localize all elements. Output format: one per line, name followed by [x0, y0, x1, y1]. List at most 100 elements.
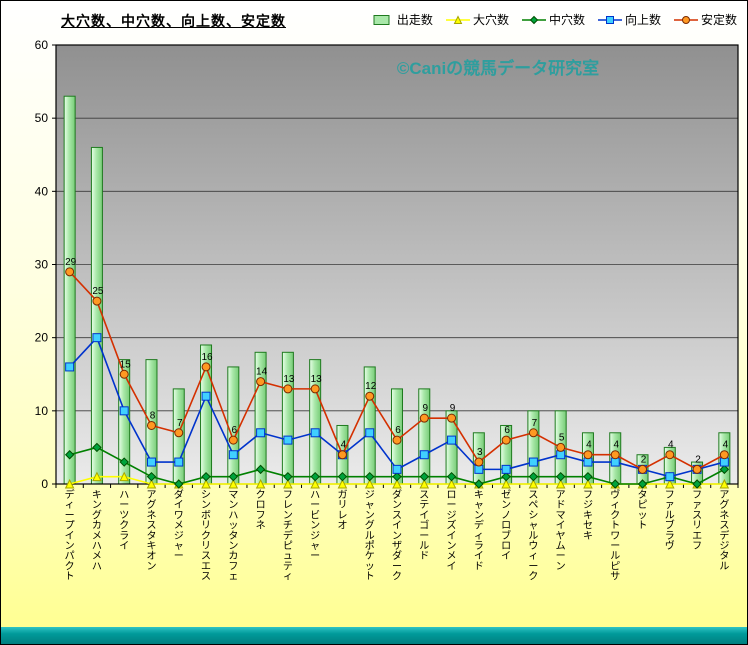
x-axis-label: フレンチデピュティ: [283, 490, 293, 583]
x-axis-label: アグネスタキオン: [146, 490, 156, 572]
x-axis-label: ヴィクトワールピサ: [610, 488, 620, 583]
marker-diamond: [692, 479, 702, 489]
legend-item-向上数: 向上数: [597, 11, 661, 28]
marker-diamond: [174, 479, 184, 489]
marker-diamond: [528, 471, 539, 482]
x-axis-label: ガリレオ: [337, 489, 347, 532]
marker-square: [719, 457, 729, 467]
marker-circle: [146, 420, 156, 430]
marker-square: [146, 457, 156, 467]
marker-circle: [119, 369, 129, 379]
legend-item-安定数: 安定数: [673, 11, 737, 28]
marker-circle: [65, 267, 75, 277]
marker-triangle: [228, 478, 239, 489]
bar: [63, 95, 76, 485]
data-label: 25: [92, 286, 104, 297]
marker-triangle: [255, 478, 266, 489]
marker-circle: [692, 464, 702, 474]
data-label: 6: [232, 425, 238, 436]
x-axis-label: シンボリクリスエス: [201, 490, 211, 583]
data-label: 7: [532, 418, 538, 429]
data-label: 3: [477, 447, 483, 458]
marker-circle: [528, 428, 538, 438]
legend-marker-bar-icon: [373, 14, 390, 25]
legend-item-大穴数: 大穴数: [445, 11, 509, 28]
legend-label: 出走数: [396, 13, 433, 27]
data-label: 8: [150, 410, 156, 421]
data-label: 4: [668, 440, 674, 451]
marker-circle: [610, 450, 620, 460]
legend-marker-circle-icon: [673, 15, 698, 24]
x-axis-label: クロフネ: [256, 489, 266, 532]
data-label: 2: [641, 454, 647, 465]
marker-circle: [681, 15, 690, 24]
marker-triangle: [92, 471, 102, 482]
x-axis-label: タピット: [638, 489, 648, 532]
bar: [281, 351, 294, 485]
marker-square: [201, 391, 211, 401]
x-axis-label: ダイワメジャー: [174, 488, 184, 562]
x-axis-label: ゼンノロブロイ: [501, 489, 511, 562]
marker-triangle: [501, 478, 511, 489]
marker-square: [474, 464, 484, 474]
marker-diamond: [501, 471, 511, 482]
legend-marker-square-icon: [597, 15, 622, 24]
marker-triangle: [146, 478, 157, 489]
data-label: 6: [395, 425, 401, 436]
marker-triangle: [310, 478, 320, 489]
marker-triangle: [419, 478, 430, 489]
y-axis-label: 0: [41, 477, 48, 491]
marker-circle: [283, 384, 293, 394]
x-axis-label: ディープインパクト: [65, 488, 75, 583]
marker-square: [228, 450, 238, 460]
x-axis-label: ダンスインザダーク: [392, 488, 402, 583]
marker-square: [92, 333, 102, 343]
marker-square: [365, 428, 375, 438]
watermark: ©Caniの競馬データ研究室: [397, 58, 599, 78]
marker-circle: [474, 457, 484, 467]
data-label: 7: [177, 418, 183, 429]
marker-diamond: [119, 457, 129, 467]
marker-circle: [447, 413, 457, 423]
y-axis-label: 60: [35, 38, 49, 52]
marker-triangle: [446, 478, 457, 489]
marker-diamond: [637, 479, 648, 489]
marker-triangle: [64, 478, 75, 489]
marker-circle: [201, 362, 211, 372]
marker-square: [419, 450, 429, 460]
legend: 出走数 大穴数 中穴数 向上数 安定数: [370, 11, 737, 28]
x-axis-label: ジャングルポケット: [365, 490, 375, 583]
legend-label: 中穴数: [548, 13, 585, 27]
series-安定数: 29 25 15 8 7 16 6 14 13 13 4 12 6 9 9 3 6 7 5 4 4 2 4 2 4: [65, 257, 729, 474]
marker-square: [119, 406, 129, 416]
marker-triangle: [555, 478, 566, 489]
data-label: 4: [613, 440, 619, 451]
marker-circle: [392, 435, 402, 445]
chart-title: 大穴数、中穴数、向上数、安定数: [61, 13, 286, 29]
data-label: 14: [256, 367, 268, 378]
marker-circle: [174, 428, 184, 438]
x-axis-label: マンハッタンカフェ: [228, 490, 238, 583]
marker-diamond: [719, 464, 730, 475]
legend-item-中穴数: 中穴数: [521, 11, 585, 28]
marker-diamond: [446, 471, 457, 482]
marker-square: [610, 457, 620, 467]
series-中穴数: [64, 442, 730, 489]
marker-triangle: [528, 478, 539, 489]
marker-square: [605, 15, 614, 24]
marker-circle: [556, 442, 566, 452]
data-label: 29: [65, 257, 77, 268]
marker-diamond: [64, 450, 75, 460]
data-label: 9: [450, 403, 456, 414]
marker-circle: [310, 384, 320, 394]
marker-square: [174, 457, 184, 467]
x-axis-label: スペシャルウィーク: [528, 490, 538, 583]
marker-triangle: [392, 478, 402, 489]
x-axis-label: ロージズインメイ: [447, 490, 457, 572]
data-label: 6: [504, 425, 510, 436]
marker-circle: [501, 435, 511, 445]
legend-label: 安定数: [700, 13, 737, 27]
marker-diamond: [419, 471, 429, 482]
marker-circle: [638, 464, 648, 474]
